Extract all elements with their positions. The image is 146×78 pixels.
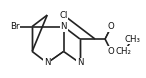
Text: N: N	[77, 58, 83, 67]
Text: CH₂: CH₂	[116, 47, 132, 56]
Text: O: O	[108, 22, 115, 31]
Text: CH₃: CH₃	[125, 34, 141, 44]
Text: Cl: Cl	[59, 11, 68, 20]
Text: N: N	[60, 22, 67, 31]
Text: O: O	[108, 47, 115, 56]
Text: Br: Br	[10, 22, 19, 31]
Text: N: N	[44, 58, 51, 67]
